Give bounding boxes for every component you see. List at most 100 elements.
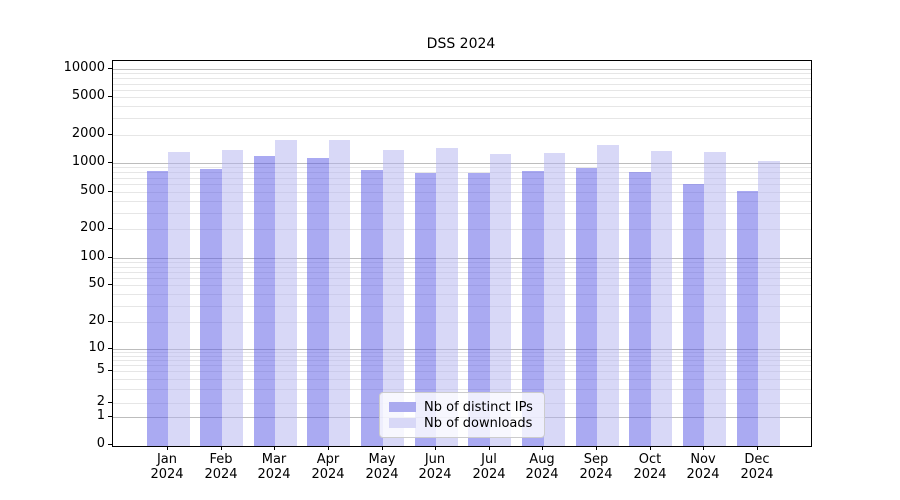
bar-mar-2024-distinct-ips [253,155,276,446]
minor-gridline [113,90,811,91]
bar-apr-2024-distinct-ips [307,158,329,446]
bar-may-2024-distinct-ips [361,170,383,446]
y-tick-mark [108,321,112,322]
minor-gridline [113,184,811,185]
major-gridline [113,349,811,350]
x-tick-label: Apr 2024 [311,452,345,482]
bar-aug-2024-downloads [543,152,565,446]
x-tick-label: Mar 2024 [257,452,291,482]
bar-feb-2024-downloads [221,149,244,446]
x-tick-mark [650,446,651,450]
y-tick-label: 5 [96,362,105,377]
minor-gridline [113,360,811,361]
x-tick-mark [489,446,490,450]
minor-gridline [113,294,811,295]
y-tick-mark [108,402,112,403]
x-tick-label: Jan 2024 [150,452,184,482]
bar-jul-2024-distinct-ips [468,173,490,446]
bar-nov-2024-downloads [704,152,726,446]
x-tick-label: Feb 2024 [204,452,238,482]
bar-oct-2024-downloads [650,151,673,446]
y-tick-mark [108,370,112,371]
y-tick-label: 0 [96,436,105,451]
minor-gridline [113,278,811,279]
major-gridline [113,163,811,164]
bar-aug-2024-distinct-ips [522,171,544,446]
y-tick-mark [108,191,112,192]
x-tick-label: Oct 2024 [633,452,667,482]
y-tick-mark [108,257,112,258]
x-tick-label: Jul 2024 [472,452,506,482]
y-tick-mark [108,162,112,163]
minor-gridline [113,285,811,286]
y-tick-label: 1 [96,408,105,423]
x-tick-mark [703,446,704,450]
minor-gridline [113,201,811,202]
bar-apr-2024-downloads [328,139,351,446]
y-tick-mark [108,96,112,97]
bar-jun-2024-distinct-ips [414,173,437,446]
minor-gridline [113,73,811,74]
y-tick-label: 200 [80,220,105,235]
x-tick-label: Nov 2024 [686,452,720,482]
x-tick-label: Dec 2024 [740,452,774,482]
x-tick-mark [274,446,275,450]
minor-gridline [113,272,811,273]
x-tick-label: Jun 2024 [418,452,452,482]
bar-sep-2024-downloads [597,144,619,446]
y-tick-label: 2000 [71,126,105,141]
minor-gridline [113,267,811,268]
bar-feb-2024-distinct-ips [200,168,222,446]
plot-area: Nb of distinct IPs Nb of downloads [112,60,812,447]
legend-label-distinct-ips: Nb of distinct IPs [424,399,533,415]
major-gridline [113,258,811,259]
bar-jun-2024-downloads [436,147,458,446]
x-tick-label: Aug 2024 [525,452,559,482]
bar-jul-2024-downloads [489,153,512,446]
x-tick-label: Sep 2024 [579,452,613,482]
minor-gridline [113,213,811,214]
minor-gridline [113,84,811,85]
bar-oct-2024-distinct-ips [629,172,651,446]
legend-item-distinct-ips: Nb of distinct IPs [389,399,535,415]
y-tick-mark [108,416,112,417]
y-tick-mark [108,134,112,135]
bar-nov-2024-distinct-ips [682,184,705,446]
minor-gridline [113,97,811,98]
minor-gridline [113,167,811,168]
minor-gridline [113,106,811,107]
chart-title: DSS 2024 [426,36,496,52]
minor-gridline [113,78,811,79]
x-tick-mark [382,446,383,450]
minor-gridline [113,262,811,263]
y-tick-label: 100 [80,249,105,264]
minor-gridline [113,322,811,323]
y-tick-mark [108,68,112,69]
minor-gridline [113,192,811,193]
y-tick-label: 500 [80,183,105,198]
x-tick-mark [328,446,329,450]
minor-gridline [113,178,811,179]
x-tick-mark [435,446,436,450]
y-tick-label: 10 [88,340,105,355]
minor-gridline [113,356,811,357]
minor-gridline [113,371,811,372]
minor-gridline [113,118,811,119]
x-tick-mark [167,446,168,450]
x-tick-mark [596,446,597,450]
minor-gridline [113,306,811,307]
x-tick-label: May 2024 [365,452,399,482]
x-tick-mark [757,446,758,450]
minor-gridline [113,135,811,136]
x-tick-mark [221,446,222,450]
y-tick-label: 50 [88,276,105,291]
y-tick-label: 1000 [71,154,105,169]
minor-gridline [113,352,811,353]
bar-jan-2024-downloads [168,152,190,446]
legend-swatch-distinct-ips [389,402,416,412]
bar-dec-2024-distinct-ips [736,190,758,446]
y-tick-label: 10000 [63,60,105,75]
legend-item-downloads: Nb of downloads [389,415,535,431]
bar-dec-2024-downloads [758,160,780,446]
